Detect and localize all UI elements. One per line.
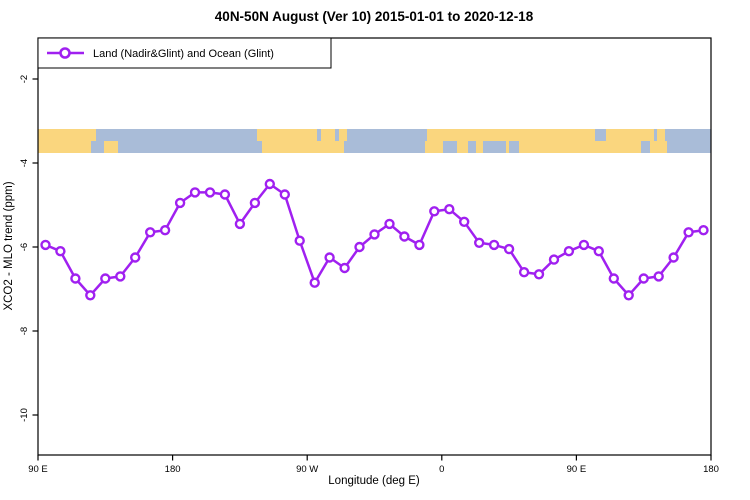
data-point: [174, 197, 186, 209]
data-point: [683, 227, 694, 238]
y-axis: -2 -4 -6 -8 -10: [19, 75, 38, 422]
data-point: [369, 229, 380, 240]
land-segment: [321, 129, 335, 141]
data-point: [608, 273, 619, 284]
data-point: [55, 245, 66, 257]
land-segment: [104, 141, 118, 153]
data-point: [234, 218, 246, 230]
data-point: [70, 273, 81, 284]
x-tick-label: 0: [439, 464, 444, 475]
x-tick-label: 90 W: [296, 464, 318, 475]
x-axis: 90 E 180 90 W 0 90 E 180: [28, 455, 719, 475]
x-tick-label: 90 E: [28, 464, 48, 475]
land-segment: [38, 129, 96, 141]
data-series: [40, 178, 709, 301]
data-point: [100, 273, 111, 284]
x-axis-title: Longitude (deg E): [328, 475, 420, 487]
land-segment: [425, 141, 443, 153]
land-segment: [476, 141, 483, 153]
land-segment: [519, 141, 641, 153]
legend: Land (Nadir&Glint) and Ocean (Glint): [37, 37, 332, 69]
data-point: [339, 262, 350, 274]
y-tick-label: -10: [19, 408, 30, 422]
data-point: [294, 235, 305, 246]
data-point: [249, 197, 261, 209]
land-segment: [506, 141, 509, 153]
data-point: [623, 290, 634, 301]
y-tick-label: -6: [19, 243, 30, 251]
data-point: [548, 254, 560, 265]
data-point: [533, 269, 545, 280]
land-segment: [257, 129, 317, 141]
data-point: [429, 206, 440, 217]
map-strip: [38, 129, 711, 153]
data-point: [309, 277, 320, 288]
land-segment: [339, 129, 347, 141]
data-point: [638, 273, 649, 284]
data-point: [518, 267, 530, 278]
y-axis-title: XCO2 - MLO trend (ppm): [3, 181, 15, 310]
land-segment: [262, 141, 344, 153]
data-point: [653, 271, 664, 282]
data-point: [189, 187, 201, 198]
plot-box: [37, 37, 712, 456]
data-point: [399, 231, 410, 242]
data-point: [354, 241, 365, 253]
data-point: [204, 187, 216, 198]
x-tick-label: 180: [703, 464, 719, 475]
y-tick-label: -8: [19, 327, 30, 335]
data-point: [85, 290, 96, 301]
data-point: [40, 239, 51, 251]
data-point: [129, 252, 141, 263]
data-point: [503, 243, 515, 255]
data-point: [563, 245, 575, 257]
land-segment: [606, 129, 654, 141]
land-segment: [457, 141, 468, 153]
x-tick-label: 90 E: [567, 464, 587, 475]
data-point: [668, 252, 679, 263]
data-point: [474, 237, 485, 249]
land-segment: [427, 129, 595, 141]
data-point: [159, 224, 171, 236]
legend-marker-icon: [59, 47, 71, 59]
data-point: [264, 178, 275, 190]
data-point: [414, 239, 425, 251]
x-tick-label: 180: [165, 464, 181, 475]
data-point: [578, 239, 590, 251]
legend-label: Land (Nadir&Glint) and Ocean (Glint): [93, 48, 274, 60]
data-point: [219, 189, 231, 200]
land-segment: [657, 129, 665, 141]
data-point: [593, 245, 604, 257]
legend-box: [37, 37, 332, 69]
data-point: [384, 218, 395, 230]
data-point: [279, 189, 290, 200]
data-point: [488, 239, 500, 251]
land-segment: [650, 141, 667, 153]
land-segment: [38, 141, 91, 153]
data-point: [115, 271, 126, 282]
chart-title: 40N-50N August (Ver 10) 2015-01-01 to 20…: [215, 9, 534, 24]
trend-line: [44, 182, 705, 297]
y-tick-label: -2: [19, 75, 30, 83]
data-point: [459, 216, 470, 228]
data-point: [144, 227, 156, 238]
y-tick-label: -4: [19, 159, 30, 167]
data-point: [444, 203, 455, 215]
data-point: [698, 224, 709, 236]
data-point: [324, 252, 335, 263]
